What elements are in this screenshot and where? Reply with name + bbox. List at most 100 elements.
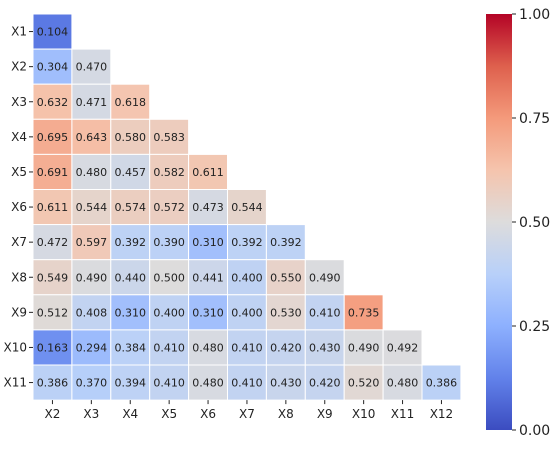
heatmap-cell-X9-X2: [32, 294, 73, 331]
heatmap-cell-X10-X10: [343, 329, 384, 366]
heatmap-cell-X6-X6: [188, 189, 229, 226]
cell-value-label: 0.490: [309, 271, 341, 284]
heatmap-cell-X5-X5: [149, 153, 190, 190]
cell-value-label: 0.597: [76, 236, 108, 249]
cell-value-label: 0.410: [309, 306, 341, 319]
x-tick-label: X2: [45, 407, 61, 421]
cell-value-label: 0.472: [37, 236, 69, 249]
cell-value-label: 0.410: [231, 341, 263, 354]
heatmap-cell-X4-X5: [149, 118, 190, 155]
heatmap-cell-X8-X4: [110, 259, 151, 296]
heatmap-cell-X4-X3: [71, 118, 112, 155]
heatmap-cell-X10-X11: [382, 329, 423, 366]
heatmap-cell-X10-X4: [110, 329, 151, 366]
cell-value-label: 0.695: [37, 131, 69, 144]
heatmap-cell-X8-X9: [304, 259, 345, 296]
y-tick-label: X6: [11, 200, 27, 214]
cell-value-label: 0.500: [153, 271, 185, 284]
cell-value-label: 0.550: [270, 271, 302, 284]
heatmap-cell-X10-X5: [149, 329, 190, 366]
cell-value-label: 0.104: [37, 26, 69, 39]
y-tick-label: X3: [11, 95, 27, 109]
cell-value-label: 0.370: [76, 377, 108, 390]
heatmap-cell-X11-X10: [343, 364, 384, 401]
cell-value-label: 0.735: [348, 306, 380, 319]
colorbar-tick-label: 0.00: [519, 423, 550, 439]
cell-value-label: 0.544: [76, 201, 108, 214]
cell-value-label: 0.294: [76, 341, 108, 354]
cell-value-label: 0.310: [192, 236, 224, 249]
heatmap-cell-X6-X7: [227, 189, 267, 226]
cell-value-label: 0.580: [115, 131, 147, 144]
heatmap-cell-X6-X3: [71, 189, 112, 226]
cell-value-label: 0.473: [192, 201, 224, 214]
cell-value-label: 0.390: [153, 236, 185, 249]
y-axis: X1 X2 X3 X4 X5 X6 X7 X8 X9 X10 X11: [4, 25, 33, 390]
heatmap-cell-X8-X2: [32, 259, 73, 296]
colorbar-tick-label: 1.00: [519, 7, 550, 23]
x-tick-label: X12: [430, 407, 454, 421]
cell-value-label: 0.394: [115, 377, 147, 390]
heatmap-cell-X10-X2: [32, 329, 73, 366]
colorbar-gradient: [486, 14, 512, 430]
x-tick-label: X8: [278, 407, 294, 421]
cell-value-label: 0.643: [76, 131, 108, 144]
cell-value-label: 0.471: [76, 96, 108, 109]
cell-value-label: 0.480: [76, 166, 108, 179]
cell-value-label: 0.691: [37, 166, 69, 179]
cell-value-label: 0.163: [37, 341, 69, 354]
cell-value-label: 0.410: [153, 341, 185, 354]
cell-value-label: 0.611: [192, 166, 224, 179]
y-tick-label: X9: [11, 305, 27, 319]
x-tick-label: X3: [83, 407, 99, 421]
heatmap-cell-X2-X2: [32, 48, 73, 85]
heatmap-cell-X9-X10: [343, 294, 384, 331]
heatmap-cell-X9-X7: [227, 294, 267, 331]
heatmap-cell-X10-X7: [227, 329, 267, 366]
cell-value-label: 0.583: [153, 131, 185, 144]
y-tick-label: X1: [11, 25, 27, 39]
cell-value-label: 0.392: [270, 236, 302, 249]
cell-value-label: 0.582: [153, 166, 185, 179]
cell-value-label: 0.530: [270, 306, 302, 319]
x-tick-label: X10: [352, 407, 376, 421]
x-tick-label: X6: [200, 407, 216, 421]
heatmap-cell-X7-X2: [32, 224, 73, 261]
cell-value-label: 0.384: [115, 341, 147, 354]
cell-value-label: 0.392: [231, 236, 263, 249]
cell-value-label: 0.400: [231, 306, 263, 319]
cell-value-label: 0.410: [231, 377, 263, 390]
heatmap-cell-X10-X6: [188, 329, 229, 366]
cell-value-label: 0.480: [387, 377, 419, 390]
y-tick-label: X8: [11, 270, 27, 284]
x-tick-label: X11: [391, 407, 415, 421]
heatmap-cell-X11-X5: [149, 364, 190, 401]
colorbar-tick-label: 0.50: [519, 215, 550, 231]
cell-value-label: 0.618: [115, 96, 147, 109]
x-tick-label: X7: [239, 407, 255, 421]
y-tick-label: X11: [4, 376, 28, 390]
heatmap-cell-X7-X3: [71, 224, 112, 261]
x-axis: X2 X3 X4 X5 X6 X7 X8 X9 X10 X11 X12: [45, 400, 454, 421]
heatmap-cell-X11-X2: [32, 364, 73, 401]
cell-value-label: 0.490: [76, 271, 108, 284]
x-tick-label: X5: [161, 407, 177, 421]
heatmap-cell-X6-X4: [110, 189, 151, 226]
cell-value-label: 0.420: [309, 377, 341, 390]
heatmap-cell-X7-X7: [227, 224, 267, 261]
cell-value-label: 0.310: [192, 306, 224, 319]
cell-value-label: 0.480: [192, 341, 224, 354]
cell-value-label: 0.441: [192, 271, 224, 284]
cell-value-label: 0.512: [37, 306, 69, 319]
colorbar: 0.00 0.25 0.50 0.75 1.00: [486, 7, 550, 439]
cell-value-label: 0.408: [76, 306, 108, 319]
heatmap-cell-X5-X3: [71, 153, 112, 190]
heatmap-cell-X7-X8: [265, 224, 306, 261]
y-tick-label: X7: [11, 235, 27, 249]
colorbar-tick-label: 0.25: [519, 319, 550, 335]
cell-value-label: 0.410: [153, 377, 185, 390]
cell-value-label: 0.430: [309, 341, 341, 354]
cell-value-label: 0.400: [153, 306, 185, 319]
colorbar-tick-label: 0.75: [519, 111, 550, 127]
